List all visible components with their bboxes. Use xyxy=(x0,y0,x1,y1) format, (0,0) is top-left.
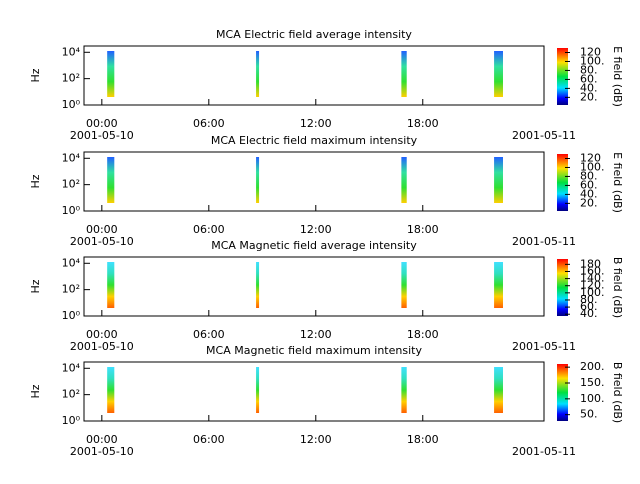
plot-frame xyxy=(83,256,545,317)
colorbar-tick-label: 100. xyxy=(580,286,605,299)
x-tick-label: 00:00 xyxy=(86,117,118,130)
y-axis-label: Hz xyxy=(29,384,42,398)
x-tick-label: 06:00 xyxy=(193,117,225,130)
colorbar xyxy=(557,364,568,421)
end-date: 2001-05-11 xyxy=(512,445,576,458)
colorbar-tick-label: 40. xyxy=(580,187,598,200)
colorbar-tick-label: 200. xyxy=(580,360,605,373)
spectrogram-burst xyxy=(256,157,260,203)
y-tick-label: 10² xyxy=(62,178,80,191)
colorbar-tick-label: 160. xyxy=(580,264,605,277)
y-axis-label: Hz xyxy=(29,68,42,82)
colorbar-tick-label: 40. xyxy=(580,81,598,94)
y-tick-label: 10² xyxy=(62,72,80,85)
y-tick-label: 10⁴ xyxy=(62,45,81,58)
spectrogram-burst xyxy=(256,367,260,413)
spectrogram-burst xyxy=(494,51,503,97)
spectrogram-burst xyxy=(107,367,115,413)
colorbar-tick-label: 50. xyxy=(580,408,598,421)
colorbar xyxy=(557,259,568,316)
colorbar-label: E field (dB) xyxy=(611,152,624,213)
spectrogram-burst xyxy=(256,51,260,97)
colorbar-tick-label: 140. xyxy=(580,272,605,285)
plot-frame xyxy=(83,361,545,422)
colorbar xyxy=(557,154,568,211)
x-tick-label: 18:00 xyxy=(407,223,439,236)
x-tick-label: 06:00 xyxy=(193,433,225,446)
colorbar-label: B field (dB) xyxy=(611,257,624,318)
end-date: 2001-05-11 xyxy=(512,129,576,142)
colorbar-tick-label: 60. xyxy=(580,300,598,313)
colorbar-tick-label: 120 xyxy=(580,151,601,164)
spectrogram-burst xyxy=(494,262,503,308)
spectrogram-burst xyxy=(401,51,407,97)
start-date: 2001-05-10 xyxy=(70,340,134,353)
y-tick-label: 10⁴ xyxy=(62,151,81,164)
colorbar-tick-label: 60. xyxy=(580,178,598,191)
x-tick-label: 06:00 xyxy=(193,223,225,236)
end-date: 2001-05-11 xyxy=(512,235,576,248)
start-date: 2001-05-10 xyxy=(70,445,134,458)
colorbar-tick-label: 150. xyxy=(580,376,605,389)
y-tick-label: 10⁴ xyxy=(62,361,81,374)
x-tick-label: 18:00 xyxy=(407,433,439,446)
plot-frame xyxy=(83,45,545,106)
spectrogram-burst xyxy=(401,262,407,308)
x-tick-label: 06:00 xyxy=(193,328,225,341)
colorbar-label: E field (dB) xyxy=(611,46,624,107)
spectrogram-burst xyxy=(401,157,407,203)
colorbar-tick-label: 180 xyxy=(580,257,601,270)
panel-title: MCA Electric field average intensity xyxy=(216,28,412,41)
colorbar-tick-label: 120. xyxy=(580,279,605,292)
spectrogram-burst xyxy=(107,51,115,97)
colorbar-tick-label: 80. xyxy=(580,293,598,306)
colorbar-tick-label: 120 xyxy=(580,45,601,58)
panel-title: MCA Electric field maximum intensity xyxy=(211,134,418,147)
x-tick-label: 12:00 xyxy=(300,223,332,236)
x-tick-label: 18:00 xyxy=(407,328,439,341)
x-tick-label: 00:00 xyxy=(86,328,118,341)
start-date: 2001-05-10 xyxy=(70,235,134,248)
start-date: 2001-05-10 xyxy=(70,129,134,142)
spectrogram-burst xyxy=(107,262,115,308)
colorbar-tick-label: 60. xyxy=(580,72,598,85)
panel-title: MCA Magnetic field maximum intensity xyxy=(206,344,422,357)
panel-title: MCA Magnetic field average intensity xyxy=(211,239,417,252)
colorbar-tick-label: 100. xyxy=(580,160,605,173)
y-tick-label: 10² xyxy=(62,388,80,401)
spectrogram-burst xyxy=(256,262,260,308)
x-tick-label: 18:00 xyxy=(407,117,439,130)
colorbar-tick-label: 40. xyxy=(580,307,598,320)
spectrogram-burst xyxy=(107,157,115,203)
y-tick-label: 10⁰ xyxy=(62,98,81,111)
spectrogram-burst xyxy=(494,157,503,203)
colorbar-tick-label: 100. xyxy=(580,54,605,67)
colorbar-tick-label: 20. xyxy=(580,90,598,103)
x-tick-label: 12:00 xyxy=(300,117,332,130)
end-date: 2001-05-11 xyxy=(512,340,576,353)
y-tick-label: 10⁰ xyxy=(62,204,81,217)
y-tick-label: 10⁴ xyxy=(62,256,81,269)
colorbar-tick-label: 20. xyxy=(580,196,598,209)
x-tick-label: 00:00 xyxy=(86,223,118,236)
spectrogram-burst xyxy=(494,367,503,413)
colorbar-tick-label: 100. xyxy=(580,392,605,405)
y-tick-label: 10⁰ xyxy=(62,309,81,322)
y-axis-label: Hz xyxy=(29,279,42,293)
colorbar-tick-label: 80. xyxy=(580,63,598,76)
x-tick-label: 12:00 xyxy=(300,433,332,446)
colorbar xyxy=(557,48,568,105)
spectrogram-burst xyxy=(401,367,407,413)
colorbar-label: B field (dB) xyxy=(611,362,624,423)
y-tick-label: 10⁰ xyxy=(62,414,81,427)
plot-frame xyxy=(83,151,545,212)
x-tick-label: 00:00 xyxy=(86,433,118,446)
x-tick-label: 12:00 xyxy=(300,328,332,341)
y-axis-label: Hz xyxy=(29,174,42,188)
colorbar-tick-label: 80. xyxy=(580,169,598,182)
y-tick-label: 10² xyxy=(62,283,80,296)
